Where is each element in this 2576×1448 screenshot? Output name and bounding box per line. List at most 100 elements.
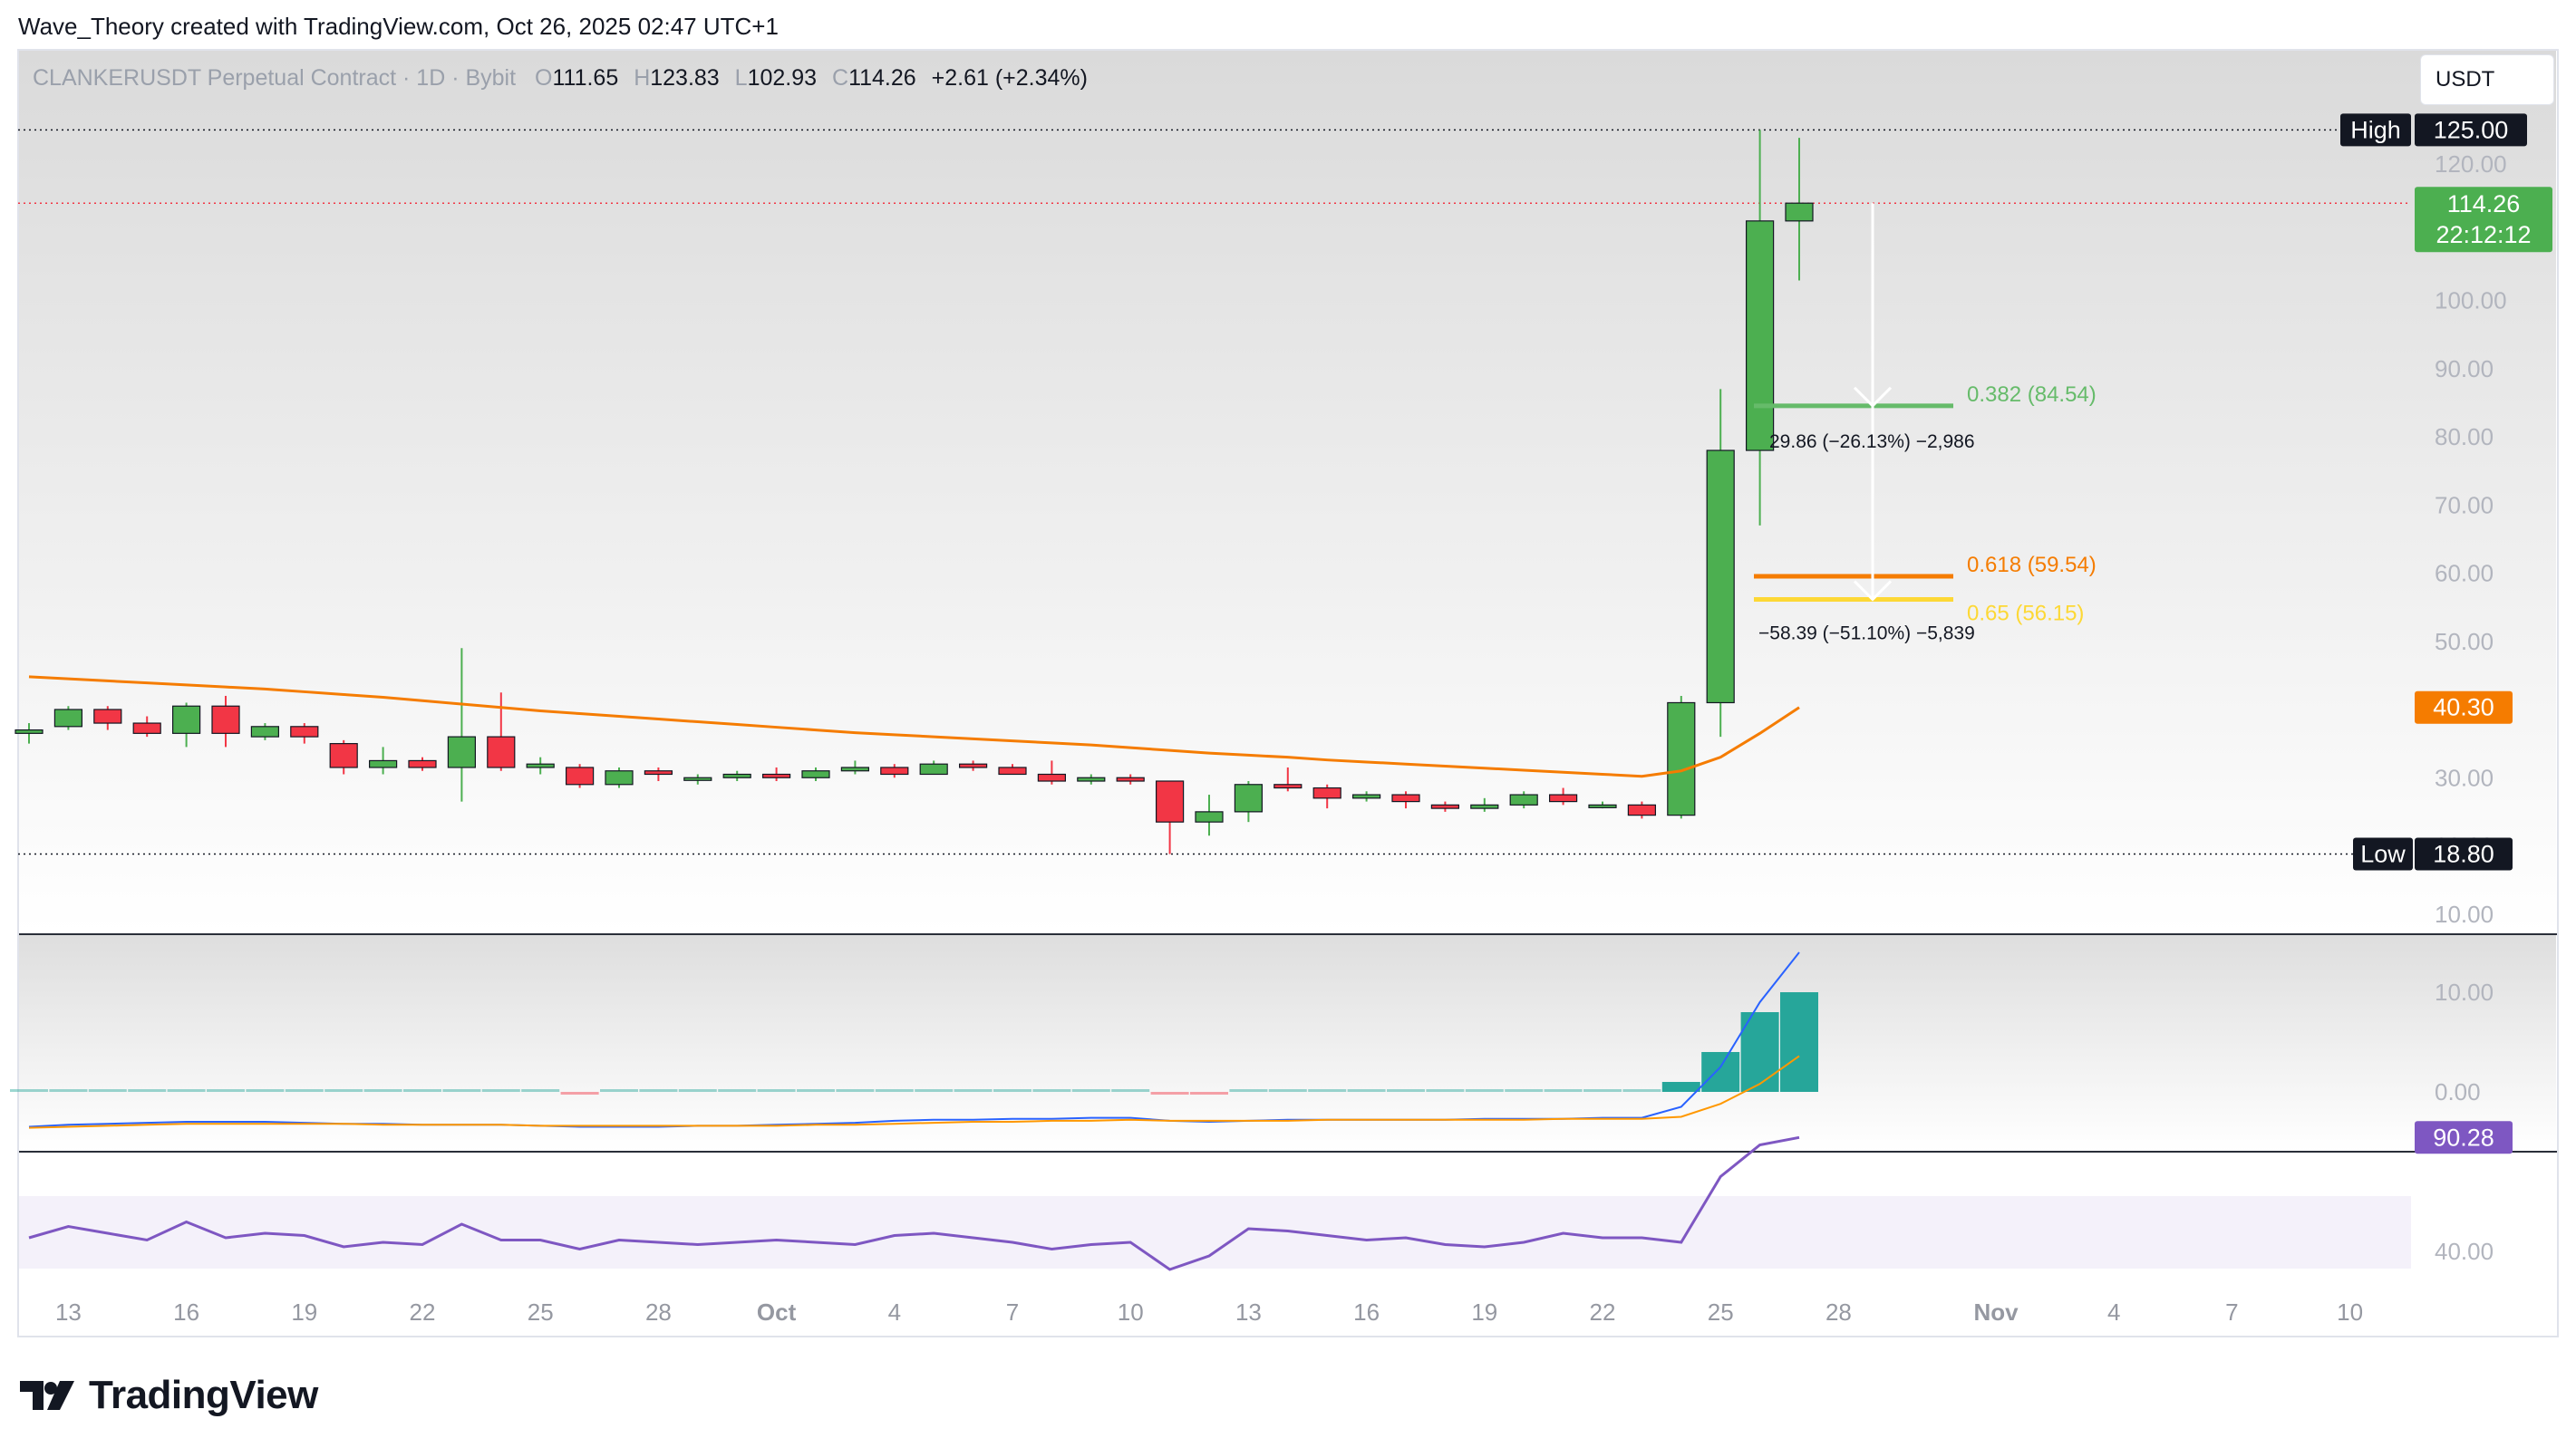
candle-body (172, 705, 201, 734)
candle[interactable] (526, 757, 555, 775)
date-axis-tick: 7 (2225, 1298, 2238, 1326)
macd-histogram-bar (10, 1089, 48, 1092)
candle[interactable] (487, 692, 516, 771)
candle[interactable] (329, 739, 358, 775)
candle[interactable] (761, 767, 791, 782)
candle[interactable] (1745, 130, 1775, 526)
macd-histogram-bar (1150, 1092, 1189, 1095)
candle[interactable] (408, 757, 437, 771)
candle[interactable] (1430, 801, 1460, 812)
measure-label: −58.39 (−51.10%) −5,839 (1758, 623, 1975, 643)
date-axis-tick: 13 (55, 1298, 82, 1326)
candle[interactable] (1116, 774, 1145, 785)
price-axis-tick: 30.00 (2435, 764, 2494, 791)
macd-histogram-bar (324, 1089, 363, 1092)
date-axis-tick: 25 (1708, 1298, 1734, 1326)
open-value: 111.65 (552, 65, 619, 91)
date-axis-tick: 22 (410, 1298, 436, 1326)
macd-axis-tick: 0.00 (2435, 1078, 2481, 1105)
candle[interactable] (132, 716, 161, 738)
candle[interactable] (1077, 774, 1106, 785)
close-value: 114.26 (848, 65, 916, 91)
candle[interactable] (1312, 784, 1341, 809)
date-axis-tick: 10 (1118, 1298, 1144, 1326)
candle-body (1195, 811, 1224, 823)
candle[interactable] (1509, 791, 1538, 809)
high-price-label-text: 125.00 (2434, 116, 2509, 143)
macd-histogram-bar (875, 1089, 914, 1092)
candle[interactable] (15, 723, 44, 744)
candle[interactable] (93, 706, 122, 730)
countdown-text: 22:12:12 (2436, 221, 2531, 248)
low-label: L (734, 65, 748, 91)
candle[interactable] (211, 695, 240, 748)
candle-body (250, 726, 279, 738)
candle-body (132, 722, 161, 734)
candle-body (644, 770, 673, 776)
candle-body (683, 777, 712, 781)
candle[interactable] (1351, 791, 1381, 802)
low-tag-label-text: Low (2360, 841, 2406, 868)
candle[interactable] (1155, 780, 1185, 854)
low-tag-label-box (2353, 837, 2413, 871)
date-axis-tick: 13 (1235, 1298, 1262, 1326)
candle[interactable] (919, 760, 948, 776)
candle[interactable] (53, 706, 83, 730)
candle[interactable] (1470, 797, 1499, 812)
candle[interactable] (1667, 695, 1696, 819)
candle[interactable] (958, 760, 988, 771)
candle[interactable] (1391, 791, 1420, 809)
candle[interactable] (1785, 138, 1814, 281)
price-axis-tick: 70.00 (2435, 491, 2494, 518)
macd-histogram-bar (49, 1089, 88, 1092)
candle[interactable] (1273, 767, 1303, 792)
macd-histogram-bar (915, 1089, 954, 1092)
date-axis-tick: 10 (2337, 1298, 2363, 1326)
candle-body (605, 770, 634, 786)
candle[interactable] (447, 648, 476, 802)
candle[interactable] (644, 767, 673, 782)
candle[interactable] (250, 723, 279, 740)
rsi-axis-tick: 40.00 (2435, 1238, 2494, 1265)
candle[interactable] (172, 702, 201, 748)
symbol-name[interactable]: CLANKERUSDT Perpetual Contract · 1D · By… (33, 65, 517, 91)
candle-body (1509, 794, 1538, 806)
date-axis-tick: 22 (1590, 1298, 1616, 1326)
candle[interactable] (1195, 795, 1224, 836)
candle[interactable] (1627, 801, 1657, 819)
date-axis-tick: 4 (888, 1298, 901, 1326)
candle[interactable] (565, 764, 595, 788)
macd-histogram-bar (1032, 1089, 1071, 1092)
candle[interactable] (722, 770, 751, 782)
candle[interactable] (1548, 787, 1578, 806)
macd-histogram-bar (1268, 1089, 1307, 1092)
date-axis-tick: 7 (1006, 1298, 1019, 1326)
candle[interactable] (1234, 781, 1264, 823)
candle[interactable] (880, 764, 909, 778)
measure-arrowhead (1853, 386, 1893, 408)
ema-price-label-box (2415, 690, 2513, 724)
candle[interactable] (1037, 760, 1067, 785)
macd-histogram-bar (88, 1089, 127, 1092)
high-price-label-box (2415, 113, 2527, 147)
candle-body (1391, 794, 1420, 803)
candle[interactable] (683, 774, 712, 785)
high-tag-label: High (2340, 113, 2411, 147)
candle[interactable] (1706, 389, 1735, 738)
macd-histogram-bar (1229, 1089, 1268, 1092)
candle[interactable] (290, 723, 319, 744)
low-price-label-text: 18.80 (2433, 841, 2494, 868)
candle[interactable] (801, 767, 830, 782)
currency-button[interactable]: USDT (2420, 54, 2554, 105)
candle[interactable] (369, 747, 398, 775)
candle[interactable] (605, 767, 634, 788)
fib-level-label: 0.618 (59.54) (1967, 553, 2097, 577)
candle[interactable] (1588, 801, 1617, 809)
date-axis-tick: 28 (645, 1298, 672, 1326)
candle-body (93, 709, 122, 724)
tradingview-logo[interactable]: TradingView (20, 1370, 318, 1421)
candle[interactable] (840, 760, 870, 775)
candle[interactable] (998, 764, 1027, 776)
tradingview-logo-text: TradingView (89, 1373, 318, 1417)
